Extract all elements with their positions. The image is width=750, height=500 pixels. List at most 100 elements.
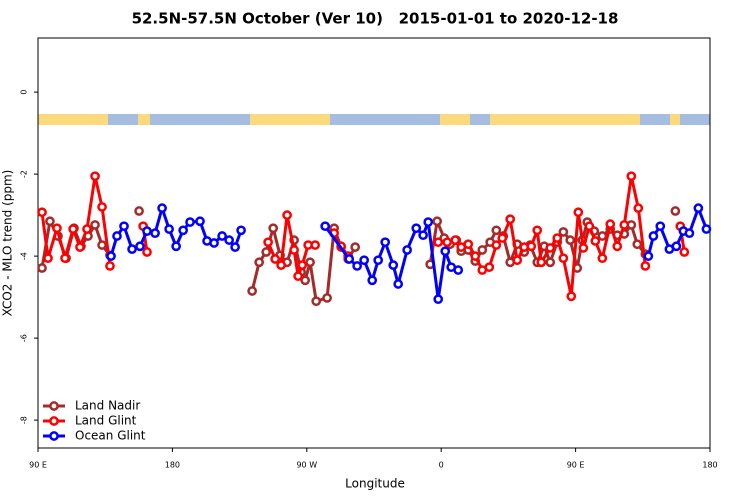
data-point xyxy=(305,257,315,268)
data-point xyxy=(282,210,292,220)
data-point xyxy=(573,207,584,218)
x-tick-label: 180 xyxy=(702,461,717,470)
data-point xyxy=(584,221,595,232)
data-point xyxy=(320,221,331,232)
data-point xyxy=(512,255,523,266)
data-point xyxy=(532,225,543,236)
data-point xyxy=(619,220,630,230)
data-point xyxy=(367,275,378,286)
y-axis-label: XCO2 - MLO trend (ppm) xyxy=(1,170,15,317)
data-point xyxy=(157,203,167,213)
data-point xyxy=(90,220,100,230)
data-point xyxy=(643,251,654,261)
data-point xyxy=(68,224,78,234)
data-point xyxy=(142,226,152,236)
data-point xyxy=(545,243,556,253)
data-point xyxy=(655,221,666,232)
data-point xyxy=(693,203,704,213)
legend-label: Land Nadir xyxy=(75,399,140,413)
plot-frame xyxy=(37,37,711,449)
data-point xyxy=(450,235,461,245)
data-point xyxy=(578,243,589,253)
legend-label: Land Glint xyxy=(75,414,137,428)
data-point xyxy=(558,253,569,264)
data-point xyxy=(491,225,502,236)
data-point xyxy=(119,221,129,232)
legend-marker xyxy=(49,416,59,426)
data-point xyxy=(297,260,308,270)
data-point xyxy=(185,217,195,227)
data-point xyxy=(224,235,234,245)
data-point xyxy=(254,257,265,268)
data-point xyxy=(289,245,299,255)
data-point xyxy=(388,260,399,270)
data-point xyxy=(263,237,273,248)
data-point xyxy=(597,231,608,241)
data-point xyxy=(268,223,279,234)
data-point xyxy=(484,262,495,273)
data-point xyxy=(52,223,62,234)
data-point xyxy=(293,271,303,282)
data-point xyxy=(134,206,144,216)
data-point xyxy=(442,237,453,248)
data-point xyxy=(505,214,516,225)
data-point xyxy=(230,242,240,252)
data-point xyxy=(90,171,100,182)
data-point xyxy=(45,216,55,227)
data-point xyxy=(684,228,695,239)
data-point xyxy=(82,224,92,234)
data-point xyxy=(236,225,246,236)
data-point xyxy=(380,237,391,248)
data-point xyxy=(411,223,422,234)
x-tick-label: 0 xyxy=(439,461,444,470)
data-point xyxy=(433,294,444,305)
y-tick-label: -4 xyxy=(20,252,29,260)
data-point xyxy=(393,279,404,289)
data-point xyxy=(60,253,70,264)
y-tick-label: 0 xyxy=(20,90,29,95)
chart-title: 52.5N-57.5N October (Ver 10) 2015-01-01 … xyxy=(132,10,619,28)
legend-marker xyxy=(49,431,59,441)
data-point xyxy=(597,253,608,264)
land-sea-band xyxy=(38,114,710,125)
data-point xyxy=(477,245,488,255)
data-point xyxy=(463,239,474,250)
data-point xyxy=(352,261,362,271)
data-point xyxy=(565,235,576,245)
data-point xyxy=(632,239,643,250)
data-point xyxy=(423,217,434,227)
x-tick-label: 90 E xyxy=(567,461,585,470)
data-point xyxy=(491,240,502,250)
data-point xyxy=(648,231,659,241)
data-point xyxy=(552,233,563,243)
x-tick-label: 180 xyxy=(165,461,180,470)
legend-marker xyxy=(49,401,59,411)
data-point xyxy=(247,286,257,296)
data-point xyxy=(536,257,547,268)
data-point xyxy=(670,206,681,216)
data-point xyxy=(106,251,116,261)
data-point xyxy=(37,207,47,218)
legend-label: Ocean Glint xyxy=(75,429,146,443)
data-point xyxy=(545,257,556,268)
series-line xyxy=(40,174,686,298)
data-point xyxy=(97,202,107,212)
data-point xyxy=(633,203,644,213)
data-point xyxy=(217,231,227,241)
data-point xyxy=(270,254,280,264)
data-point xyxy=(135,241,145,252)
data-point xyxy=(112,231,122,241)
data-point xyxy=(433,237,444,248)
data-point xyxy=(150,228,160,239)
data-point xyxy=(311,296,322,307)
data-point xyxy=(605,219,616,229)
data-point xyxy=(671,241,682,252)
x-axis-label: Longitude xyxy=(345,477,405,491)
data-point xyxy=(164,224,174,234)
data-point xyxy=(440,246,451,257)
data-point xyxy=(453,265,464,275)
data-point xyxy=(276,260,286,270)
data-point xyxy=(300,275,311,286)
data-point xyxy=(209,238,219,248)
